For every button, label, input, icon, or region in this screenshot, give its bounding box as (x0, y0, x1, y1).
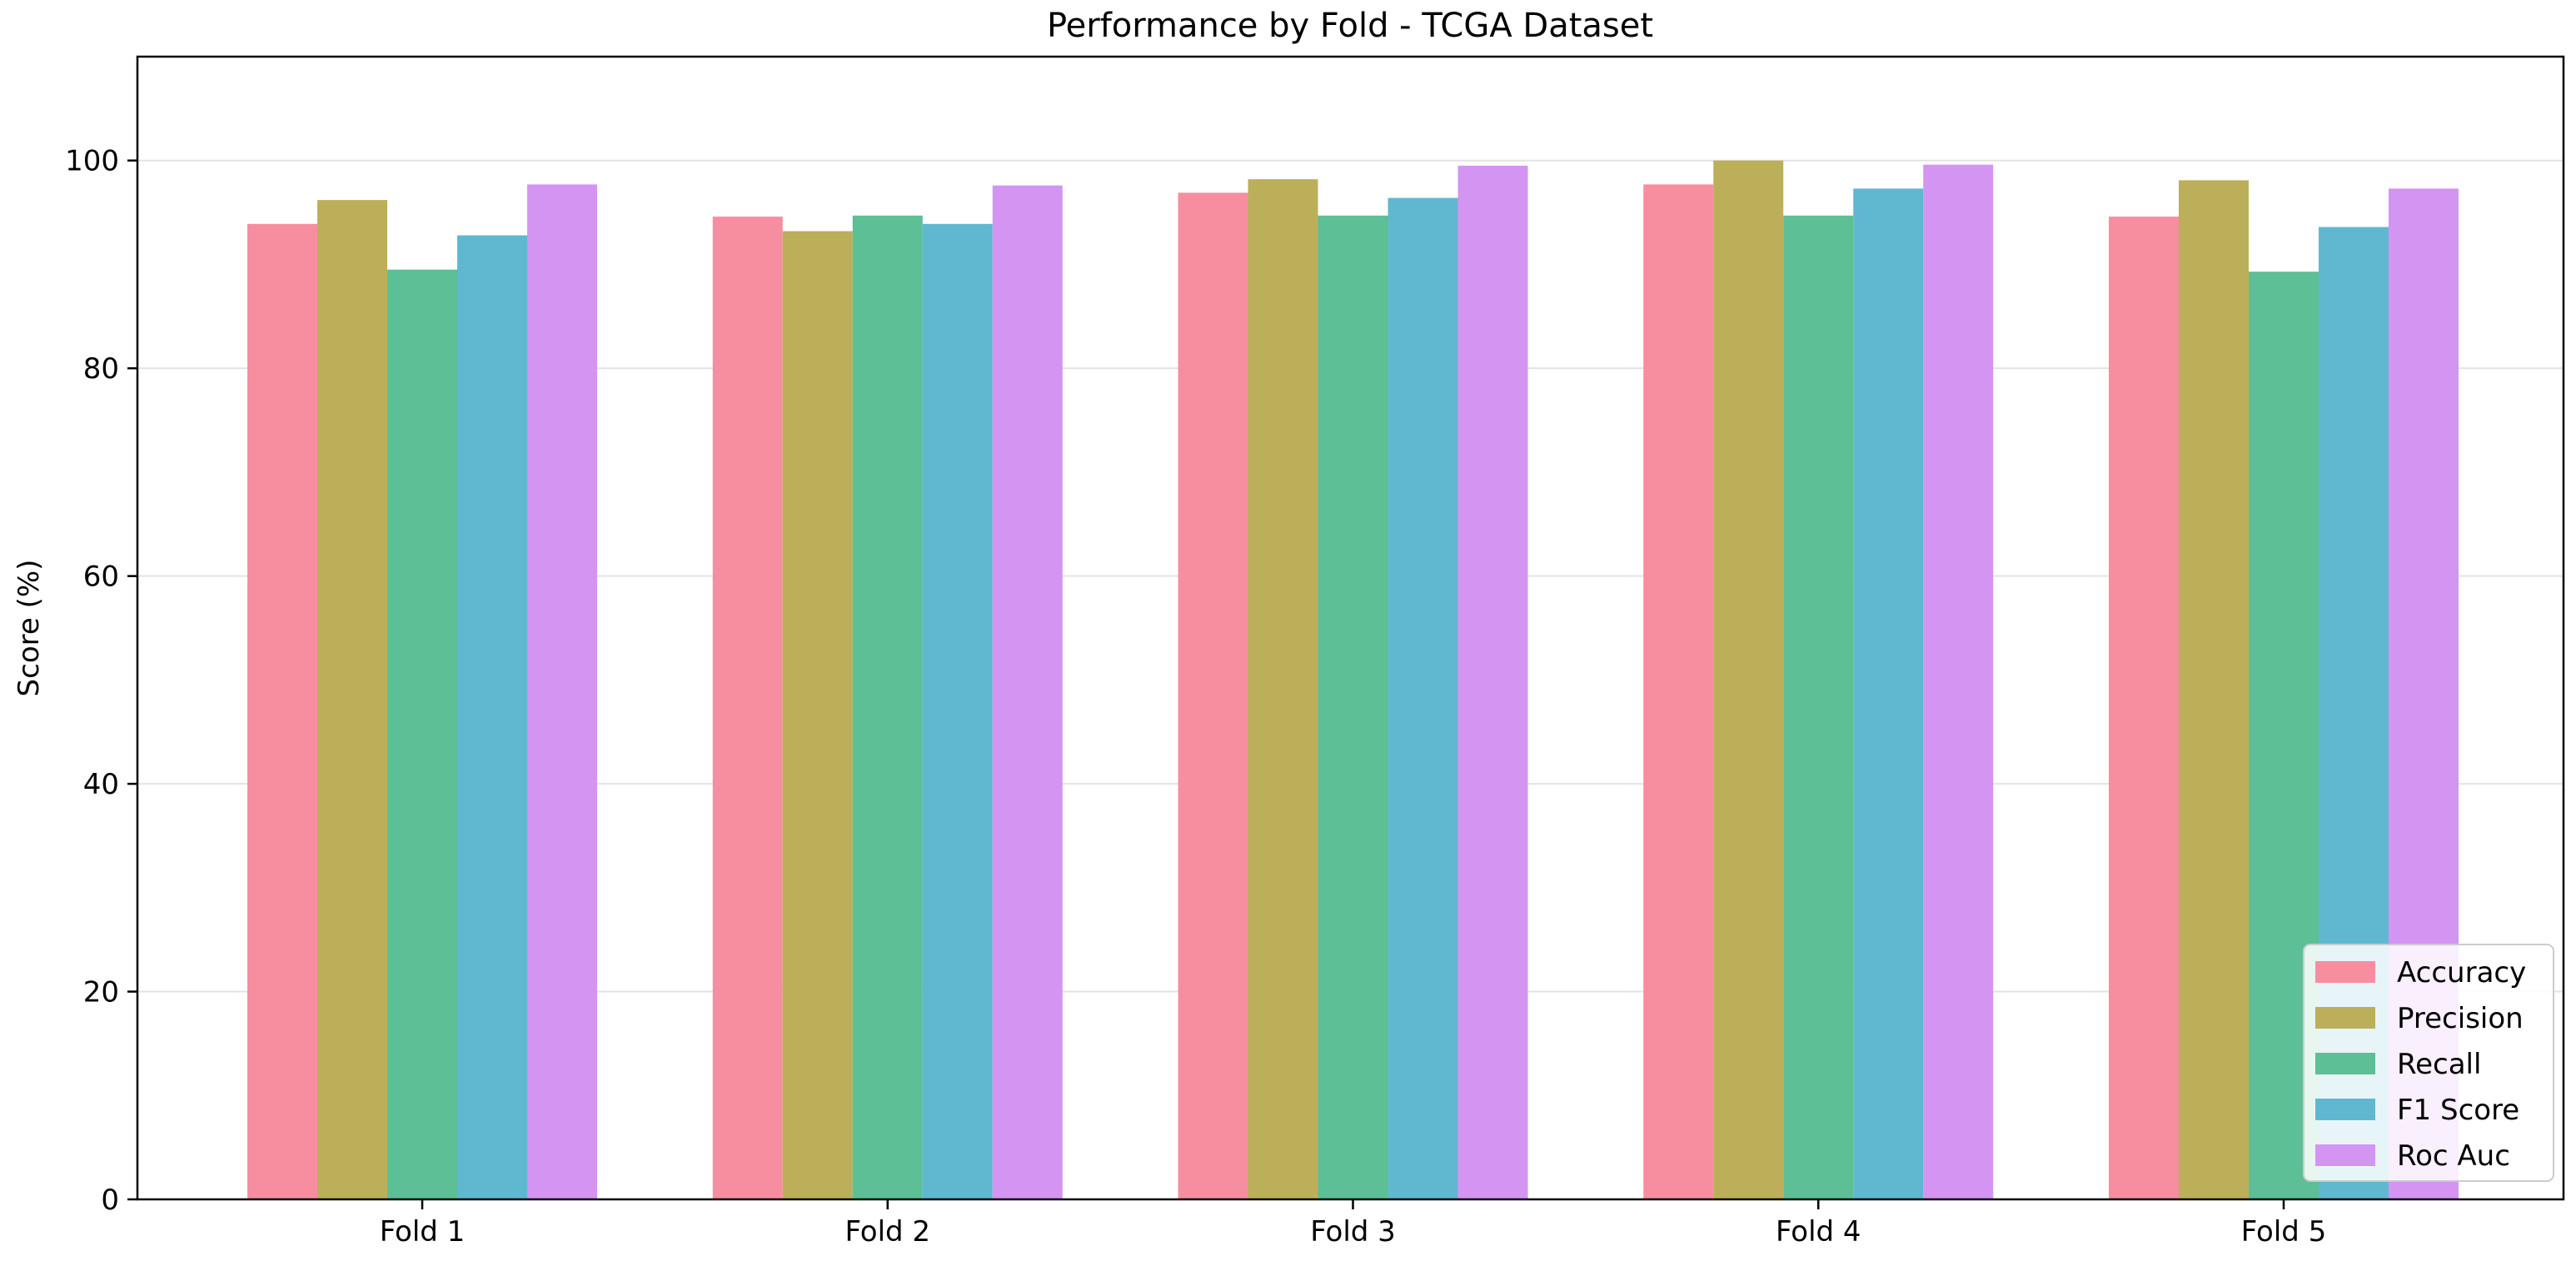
x-tick-label: Fold 5 (2241, 1215, 2327, 1249)
bar-roc-auc-fold-1 (527, 184, 597, 1199)
x-tick-label: Fold 3 (1310, 1215, 1396, 1249)
x-tick-label: Fold 2 (845, 1215, 930, 1249)
bars (247, 160, 2459, 1200)
y-axis-ticks: 0 20 40 60 80 100 (65, 145, 137, 1217)
legend-swatch (2315, 1144, 2375, 1166)
legend-swatch (2315, 1007, 2375, 1029)
x-tick-label: Fold 1 (380, 1215, 466, 1249)
bar-f1-score-fold-4 (1853, 188, 1924, 1199)
legend-swatch (2315, 961, 2375, 983)
y-tick-label: 20 (83, 976, 119, 1009)
bar-f1-score-fold-3 (1388, 197, 1458, 1199)
legend-label: F1 Score (2397, 1094, 2519, 1127)
bar-roc-auc-fold-2 (992, 185, 1063, 1199)
y-tick-label: 60 (83, 561, 119, 594)
y-tick-label: 0 (101, 1184, 119, 1217)
legend-swatch (2315, 1053, 2375, 1074)
bar-precision-fold-2 (782, 231, 853, 1200)
bar-recall-fold-2 (852, 215, 923, 1199)
legend-box (2303, 944, 2554, 1182)
y-axis-label: Score (%) (12, 560, 46, 697)
bar-roc-auc-fold-3 (1457, 165, 1528, 1200)
bar-accuracy-fold-2 (712, 217, 783, 1200)
legend-label: Precision (2397, 1002, 2524, 1035)
bar-f1-score-fold-1 (457, 235, 527, 1200)
legend: Accuracy Precision Recall F1 Score Roc Auc (2303, 944, 2554, 1182)
x-tick-label: Fold 4 (1776, 1215, 1861, 1249)
legend-swatch (2315, 1099, 2375, 1120)
bar-precision-fold-3 (1248, 179, 1318, 1199)
bar-accuracy-fold-5 (2109, 217, 2179, 1200)
y-tick-label: 80 (83, 352, 119, 386)
legend-label: Accuracy (2397, 956, 2526, 989)
bar-accuracy-fold-3 (1178, 192, 1248, 1200)
bar-recall-fold-3 (1318, 215, 1388, 1199)
bar-precision-fold-4 (1713, 160, 1784, 1199)
bar-precision-fold-1 (317, 200, 387, 1199)
x-axis-ticks: Fold 1 Fold 2 Fold 3 Fold 4 Fold 5 (380, 1199, 2327, 1249)
bar-recall-fold-4 (1783, 215, 1854, 1199)
plot-frame (136, 55, 2565, 1201)
bar-roc-auc-fold-4 (1923, 164, 1994, 1200)
bar-recall-fold-1 (387, 269, 457, 1199)
bar-f1-score-fold-2 (922, 223, 993, 1199)
bar-accuracy-fold-1 (247, 223, 317, 1199)
legend-label: Roc Auc (2397, 1139, 2510, 1173)
bar-precision-fold-5 (2179, 180, 2249, 1200)
legend-label: Recall (2397, 1048, 2481, 1081)
y-tick-label: 100 (65, 145, 119, 178)
y-tick-label: 40 (83, 768, 119, 801)
bar-accuracy-fold-4 (1643, 184, 1714, 1199)
chart-title: Performance by Fold - TCGA Dataset (1047, 7, 1653, 45)
